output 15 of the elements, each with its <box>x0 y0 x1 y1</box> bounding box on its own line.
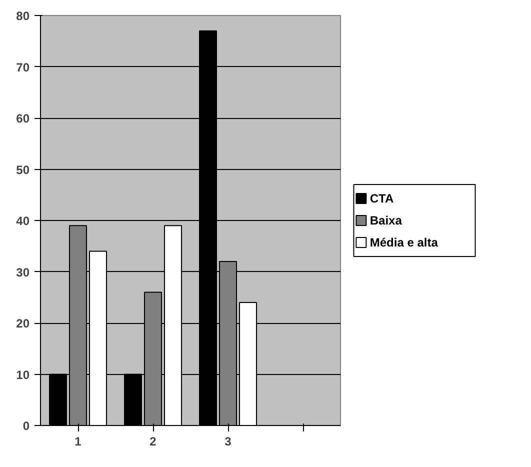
legend-label: CTA <box>370 192 394 206</box>
y-tick-label: 50 <box>16 162 30 177</box>
y-tick-label: 80 <box>16 9 30 23</box>
legend-label: Média e alta <box>370 236 438 250</box>
y-tick-label: 40 <box>16 214 30 228</box>
y-tick-label: 30 <box>16 265 30 280</box>
y-tick-label: 0 <box>22 419 30 433</box>
y-tick-label: 60 <box>16 112 30 126</box>
y-tick-label: 70 <box>16 60 30 74</box>
y-tick-label: 20 <box>16 316 30 330</box>
x-tick-label: 2 <box>150 434 157 448</box>
x-tick-label: 1 <box>74 434 82 448</box>
legend-label: Baixa <box>370 214 402 228</box>
y-tick-label: 10 <box>16 368 30 382</box>
x-tick-label: 3 <box>224 434 232 448</box>
